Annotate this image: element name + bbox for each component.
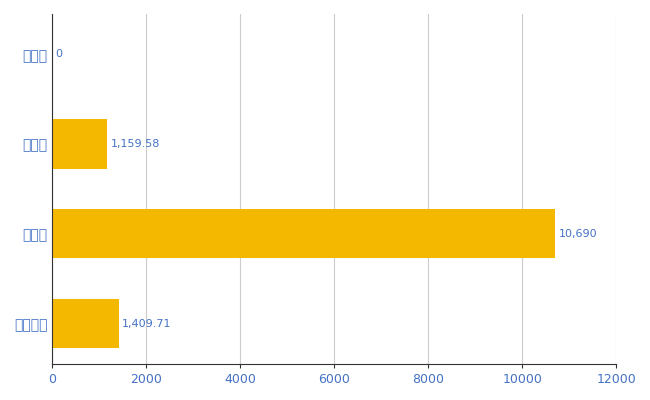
Bar bbox=[52, 209, 554, 258]
Text: 10,690: 10,690 bbox=[558, 229, 597, 239]
Text: 1,159.58: 1,159.58 bbox=[111, 139, 160, 149]
Bar bbox=[52, 120, 107, 169]
Text: 0: 0 bbox=[55, 50, 62, 60]
Bar bbox=[52, 299, 118, 348]
Text: 1,409.71: 1,409.71 bbox=[122, 318, 172, 328]
